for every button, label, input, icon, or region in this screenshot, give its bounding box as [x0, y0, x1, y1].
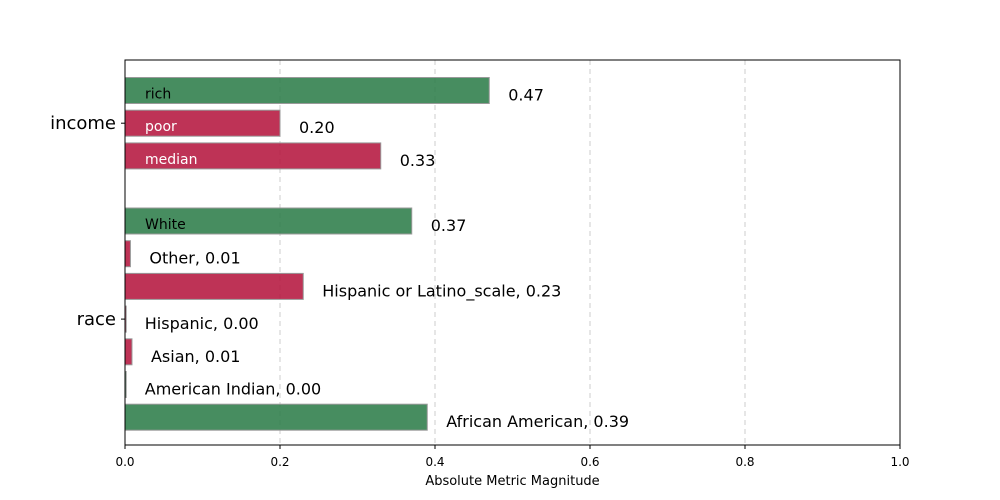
bars [124, 77, 490, 431]
bar-value-label: 0.33 [400, 151, 436, 170]
bar-value-label: Asian, 0.01 [151, 347, 240, 366]
bar [124, 272, 304, 300]
x-tick-label: 0.0 [115, 455, 134, 469]
bar-value-label: American Indian, 0.00 [145, 380, 321, 399]
bar-category-label: White [145, 217, 186, 233]
bar-value-label: 0.20 [299, 118, 335, 137]
bar-category-label: median [145, 152, 197, 168]
x-axis: 0.0 0.2 0.4 0.6 0.8 1.0 [115, 445, 910, 469]
bar-value-label: Hispanic, 0.00 [145, 314, 259, 333]
bar-category-label: rich [145, 87, 171, 103]
grid-lines [279, 60, 746, 445]
plot-frame [124, 59, 901, 446]
x-tick-label: 0.4 [425, 455, 444, 469]
bar-value-label: 0.37 [431, 216, 467, 235]
x-tick-label: 1.0 [890, 455, 909, 469]
bar-category-label: poor [145, 119, 177, 135]
x-tick-label: 0.2 [270, 455, 289, 469]
bar [124, 338, 133, 366]
bar [124, 240, 131, 268]
bar-value-label: 0.47 [508, 86, 544, 105]
bar [124, 77, 490, 104]
bar [124, 142, 382, 170]
y-axis: income race [50, 113, 125, 330]
x-tick-label: 0.8 [735, 455, 754, 469]
x-tick-label: 0.6 [580, 455, 599, 469]
bar-labels: rich 0.47 poor 0.20 median 0.33 White 0.37 Other… [145, 86, 629, 432]
y-group-label: race [77, 309, 116, 330]
y-group-label: income [50, 113, 116, 134]
bar-value-label: Hispanic or Latino_scale, 0.23 [322, 281, 561, 301]
bar-value-label: Other, 0.01 [149, 249, 240, 268]
bar [124, 207, 413, 235]
x-axis-title: Absolute Metric Magnitude [425, 474, 599, 489]
bar [124, 403, 428, 431]
bar-value-label: African American, 0.39 [446, 412, 629, 431]
